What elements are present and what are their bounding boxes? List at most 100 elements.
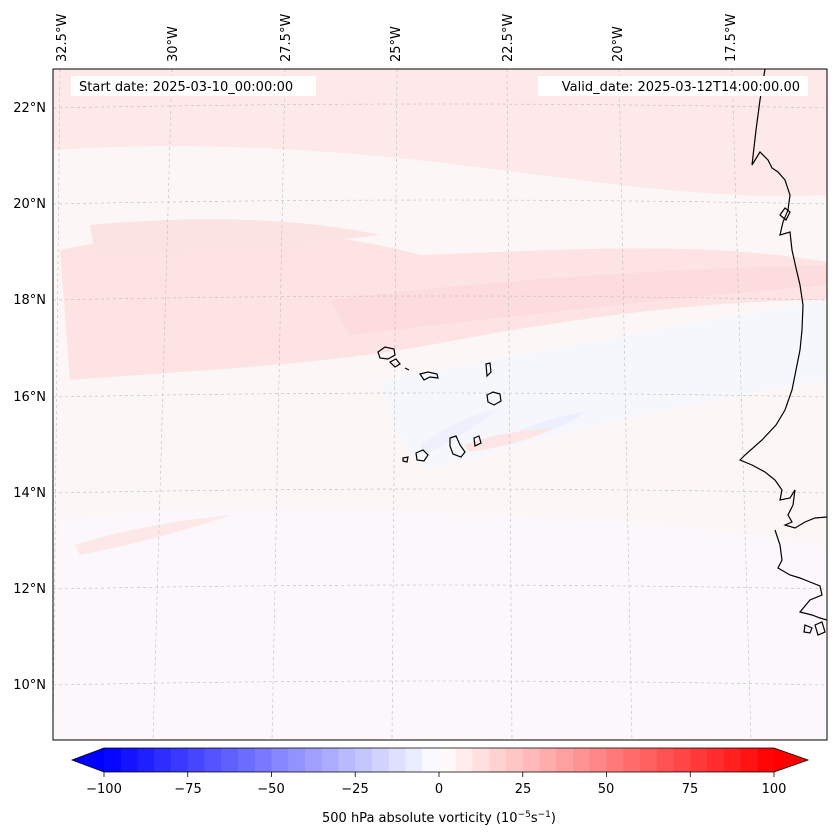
lat-label-10n: 10°N <box>13 678 46 693</box>
meridian-22-5w <box>506 69 513 740</box>
colorbar-segment <box>489 748 507 772</box>
parallel-12n <box>53 584 827 590</box>
senegal-headland <box>779 207 791 221</box>
lon-label-27-5w: 27.5°W <box>279 14 294 62</box>
cape-verde-islands <box>377 346 502 463</box>
island-boa-vista <box>486 391 502 406</box>
colorbar-segment <box>623 748 641 772</box>
island-fogo <box>415 449 429 462</box>
parallel-10n <box>53 680 827 686</box>
map-panel: Start date: 2025-03-10_00:00:00 Valid_da… <box>13 14 828 741</box>
meridian-17-5w <box>731 69 752 740</box>
lon-label-32-5w: 32.5°W <box>55 14 70 62</box>
latitude-labels: 22°N 20°N 18°N 16°N 14°N 12°N 10°N <box>13 101 46 693</box>
parallel-16n <box>53 392 827 398</box>
colorbar-segment <box>271 748 289 772</box>
meridian-25w <box>391 69 398 740</box>
colorbar-segment <box>238 748 256 772</box>
colorbar-segment <box>556 748 574 772</box>
colorbar-segment <box>740 748 758 772</box>
lat-label-12n: 12°N <box>13 582 46 597</box>
lat-label-18n: 18°N <box>13 293 46 308</box>
colorbar-segment <box>254 748 272 772</box>
bissagos-islands <box>803 621 826 636</box>
colorbar-segment <box>573 748 591 772</box>
colorbar-segment <box>455 748 473 772</box>
colorbar-segment <box>305 748 323 772</box>
colorbar-segment <box>171 748 189 772</box>
island-santa-luzia <box>404 367 410 371</box>
colorbar-segment <box>472 748 490 772</box>
colorbar-segment <box>154 748 172 772</box>
vorticity-negative-south <box>53 508 827 740</box>
map-frame <box>52 68 828 741</box>
colorbar-segment <box>690 748 708 772</box>
vorticity-negative-band <box>380 300 827 470</box>
coastlines <box>738 69 827 636</box>
colorbar-segment <box>221 748 239 772</box>
colorbar-segment <box>405 748 423 772</box>
colorbar-segment <box>187 748 205 772</box>
island-sao-nicolau <box>419 371 439 381</box>
parallel-20n <box>53 199 827 205</box>
colorbar-segment <box>104 748 122 772</box>
colorbar-segment <box>388 748 406 772</box>
colorbar-segment <box>204 748 222 772</box>
vorticity-positive-streak <box>330 265 827 335</box>
meridian-30w <box>152 69 173 740</box>
colorbar-segment <box>723 748 741 772</box>
colorbar-segment <box>757 748 775 772</box>
island-santo-antao <box>377 346 396 360</box>
lon-label-17-5w: 17.5°W <box>724 14 739 62</box>
colorbar-label: 500 hPa absolute vorticity (10−5s−1) <box>322 810 556 826</box>
vorticity-positive-upper-streak <box>90 219 380 255</box>
meridian-32-5w <box>53 69 61 740</box>
colorbar-segment <box>137 748 155 772</box>
colorbar-label-sup1: −5 <box>518 810 531 820</box>
lon-label-20w: 20°W <box>611 26 626 62</box>
colorbar-segment <box>372 748 390 772</box>
colorbar-segment <box>673 748 691 772</box>
colorbar-segment <box>288 748 306 772</box>
vorticity-positive-streak-south <box>465 428 555 452</box>
island-brava <box>402 456 409 463</box>
colorbar: −100 −75 −50 −25 0 25 50 75 100 500 hPa … <box>70 747 810 826</box>
island-sal <box>485 362 492 378</box>
longitude-labels: 32.5°W 30°W 27.5°W 25°W 22.5°W 20°W 17.5… <box>55 14 739 62</box>
island-sao-vicente <box>388 358 401 368</box>
colorbar-segment <box>539 748 557 772</box>
meridian-27-5w <box>271 69 286 740</box>
cbar-tick-label-25: 25 <box>515 782 532 797</box>
colorbar-ticks <box>103 772 775 777</box>
lon-label-30w: 30°W <box>166 26 181 62</box>
cbar-tick-label-neg25: −25 <box>341 782 368 797</box>
colorbar-label-sup2: −1 <box>538 810 551 820</box>
vorticity-positive-streak-sw <box>75 515 230 555</box>
colorbar-min-extension <box>72 748 104 772</box>
colorbar-segment <box>606 748 624 772</box>
cbar-tick-label-50: 50 <box>598 782 615 797</box>
colorbar-segments <box>104 748 775 772</box>
parallel-18n <box>53 295 827 301</box>
lat-label-16n: 16°N <box>13 390 46 405</box>
parallel-22n <box>53 103 827 109</box>
cbar-tick-label-neg50: −50 <box>257 782 284 797</box>
lat-label-14n: 14°N <box>13 486 46 501</box>
vorticity-positive-band-north <box>53 69 827 196</box>
colorbar-segment <box>522 748 540 772</box>
colorbar-segment <box>422 748 440 772</box>
valid-date-label: Valid_date: 2025-03-12T14:00:00.00 <box>562 80 800 95</box>
graticule <box>53 69 827 740</box>
island-maio <box>473 435 482 447</box>
cbar-tick-label-neg75: −75 <box>174 782 201 797</box>
colorbar-label-main: 500 hPa absolute vorticity (10 <box>322 811 518 826</box>
lat-label-22n: 22°N <box>13 101 46 116</box>
start-date-label: Start date: 2025-03-10_00:00:00 <box>79 80 293 95</box>
colorbar-segment <box>338 748 356 772</box>
cbar-tick-label-75: 75 <box>682 782 699 797</box>
cbar-tick-label-0: 0 <box>435 782 443 797</box>
colorbar-max-extension <box>774 748 808 772</box>
parallel-14n <box>53 488 827 494</box>
africa-coastline-south <box>774 529 827 621</box>
africa-coastline <box>738 69 827 529</box>
